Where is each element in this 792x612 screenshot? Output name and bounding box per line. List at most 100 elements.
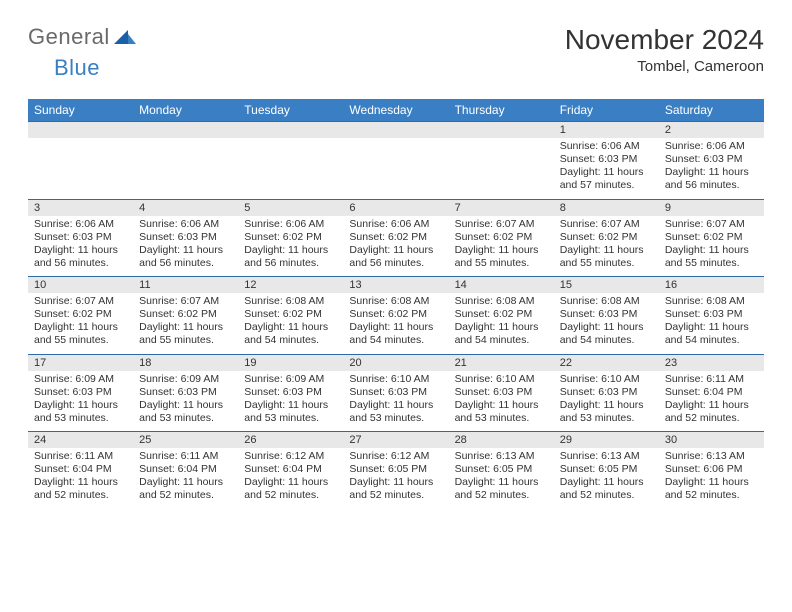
- day-number: 9: [659, 200, 764, 216]
- title-block: November 2024 Tombel, Cameroon: [565, 24, 764, 75]
- calendar-row: 24Sunrise: 6:11 AMSunset: 6:04 PMDayligh…: [28, 432, 764, 509]
- day-number: 8: [554, 200, 659, 216]
- day-content: Sunrise: 6:09 AMSunset: 6:03 PMDaylight:…: [133, 371, 238, 432]
- day-number: 18: [133, 355, 238, 371]
- day-content: Sunrise: 6:13 AMSunset: 6:06 PMDaylight:…: [659, 448, 764, 509]
- calendar-cell: 24Sunrise: 6:11 AMSunset: 6:04 PMDayligh…: [28, 432, 133, 509]
- day-content: Sunrise: 6:11 AMSunset: 6:04 PMDaylight:…: [133, 448, 238, 509]
- day-number: 5: [238, 200, 343, 216]
- day-content: Sunrise: 6:06 AMSunset: 6:02 PMDaylight:…: [238, 216, 343, 277]
- calendar-cell: 30Sunrise: 6:13 AMSunset: 6:06 PMDayligh…: [659, 432, 764, 509]
- day-number: 14: [449, 277, 554, 293]
- day-number: 30: [659, 432, 764, 448]
- calendar-cell: 13Sunrise: 6:08 AMSunset: 6:02 PMDayligh…: [343, 277, 448, 355]
- calendar-cell: 5Sunrise: 6:06 AMSunset: 6:02 PMDaylight…: [238, 199, 343, 277]
- calendar-cell: 22Sunrise: 6:10 AMSunset: 6:03 PMDayligh…: [554, 354, 659, 432]
- day-content: Sunrise: 6:06 AMSunset: 6:03 PMDaylight:…: [554, 138, 659, 199]
- calendar-cell: 9Sunrise: 6:07 AMSunset: 6:02 PMDaylight…: [659, 199, 764, 277]
- weekday-header: Sunday: [28, 99, 133, 122]
- calendar-cell: [343, 122, 448, 200]
- day-content: Sunrise: 6:13 AMSunset: 6:05 PMDaylight:…: [554, 448, 659, 509]
- day-content: Sunrise: 6:07 AMSunset: 6:02 PMDaylight:…: [554, 216, 659, 277]
- calendar-row: 1Sunrise: 6:06 AMSunset: 6:03 PMDaylight…: [28, 122, 764, 200]
- day-number: 29: [554, 432, 659, 448]
- day-number: 13: [343, 277, 448, 293]
- day-content: Sunrise: 6:08 AMSunset: 6:02 PMDaylight:…: [238, 293, 343, 354]
- weekday-header: Wednesday: [343, 99, 448, 122]
- calendar-page: General November 2024 Tombel, Cameroon B…: [0, 0, 792, 529]
- calendar-cell: 29Sunrise: 6:13 AMSunset: 6:05 PMDayligh…: [554, 432, 659, 509]
- day-number: 21: [449, 355, 554, 371]
- day-content: Sunrise: 6:11 AMSunset: 6:04 PMDaylight:…: [659, 371, 764, 432]
- day-number: 3: [28, 200, 133, 216]
- calendar-cell: 21Sunrise: 6:10 AMSunset: 6:03 PMDayligh…: [449, 354, 554, 432]
- calendar-cell: 6Sunrise: 6:06 AMSunset: 6:02 PMDaylight…: [343, 199, 448, 277]
- day-number: 25: [133, 432, 238, 448]
- day-number: 28: [449, 432, 554, 448]
- day-number: 16: [659, 277, 764, 293]
- calendar-row: 3Sunrise: 6:06 AMSunset: 6:03 PMDaylight…: [28, 199, 764, 277]
- day-number: 26: [238, 432, 343, 448]
- calendar-table: Sunday Monday Tuesday Wednesday Thursday…: [28, 99, 764, 509]
- logo-triangle-icon: [114, 24, 136, 50]
- logo: General: [28, 24, 136, 50]
- day-content: Sunrise: 6:06 AMSunset: 6:03 PMDaylight:…: [659, 138, 764, 199]
- calendar-cell: 15Sunrise: 6:08 AMSunset: 6:03 PMDayligh…: [554, 277, 659, 355]
- calendar-cell: [133, 122, 238, 200]
- weekday-header: Friday: [554, 99, 659, 122]
- day-number: 1: [554, 122, 659, 138]
- calendar-cell: [28, 122, 133, 200]
- day-number: 19: [238, 355, 343, 371]
- calendar-cell: 27Sunrise: 6:12 AMSunset: 6:05 PMDayligh…: [343, 432, 448, 509]
- day-number: 10: [28, 277, 133, 293]
- calendar-row: 10Sunrise: 6:07 AMSunset: 6:02 PMDayligh…: [28, 277, 764, 355]
- calendar-cell: 8Sunrise: 6:07 AMSunset: 6:02 PMDaylight…: [554, 199, 659, 277]
- day-number: 22: [554, 355, 659, 371]
- day-number: 12: [238, 277, 343, 293]
- day-number: 11: [133, 277, 238, 293]
- day-content: Sunrise: 6:08 AMSunset: 6:02 PMDaylight:…: [449, 293, 554, 354]
- calendar-body: 1Sunrise: 6:06 AMSunset: 6:03 PMDaylight…: [28, 122, 764, 509]
- day-number: 6: [343, 200, 448, 216]
- day-content: Sunrise: 6:10 AMSunset: 6:03 PMDaylight:…: [449, 371, 554, 432]
- day-number: 15: [554, 277, 659, 293]
- day-content: Sunrise: 6:10 AMSunset: 6:03 PMDaylight:…: [343, 371, 448, 432]
- location: Tombel, Cameroon: [565, 58, 764, 75]
- calendar-cell: 4Sunrise: 6:06 AMSunset: 6:03 PMDaylight…: [133, 199, 238, 277]
- day-number: 24: [28, 432, 133, 448]
- day-content: Sunrise: 6:09 AMSunset: 6:03 PMDaylight:…: [28, 371, 133, 432]
- day-number: 17: [28, 355, 133, 371]
- calendar-cell: 3Sunrise: 6:06 AMSunset: 6:03 PMDaylight…: [28, 199, 133, 277]
- day-content: Sunrise: 6:12 AMSunset: 6:05 PMDaylight:…: [343, 448, 448, 509]
- calendar-cell: [449, 122, 554, 200]
- weekday-header: Monday: [133, 99, 238, 122]
- calendar-cell: 26Sunrise: 6:12 AMSunset: 6:04 PMDayligh…: [238, 432, 343, 509]
- day-content: Sunrise: 6:06 AMSunset: 6:02 PMDaylight:…: [343, 216, 448, 277]
- calendar-cell: 17Sunrise: 6:09 AMSunset: 6:03 PMDayligh…: [28, 354, 133, 432]
- calendar-cell: 1Sunrise: 6:06 AMSunset: 6:03 PMDaylight…: [554, 122, 659, 200]
- day-content: Sunrise: 6:08 AMSunset: 6:02 PMDaylight:…: [343, 293, 448, 354]
- weekday-header: Tuesday: [238, 99, 343, 122]
- calendar-cell: 12Sunrise: 6:08 AMSunset: 6:02 PMDayligh…: [238, 277, 343, 355]
- day-content: Sunrise: 6:11 AMSunset: 6:04 PMDaylight:…: [28, 448, 133, 509]
- logo-text-general: General: [28, 24, 110, 50]
- weekday-header: Thursday: [449, 99, 554, 122]
- calendar-row: 17Sunrise: 6:09 AMSunset: 6:03 PMDayligh…: [28, 354, 764, 432]
- day-content: Sunrise: 6:08 AMSunset: 6:03 PMDaylight:…: [554, 293, 659, 354]
- day-content: Sunrise: 6:09 AMSunset: 6:03 PMDaylight:…: [238, 371, 343, 432]
- calendar-cell: 14Sunrise: 6:08 AMSunset: 6:02 PMDayligh…: [449, 277, 554, 355]
- calendar-cell: 2Sunrise: 6:06 AMSunset: 6:03 PMDaylight…: [659, 122, 764, 200]
- calendar-cell: 7Sunrise: 6:07 AMSunset: 6:02 PMDaylight…: [449, 199, 554, 277]
- day-content: Sunrise: 6:07 AMSunset: 6:02 PMDaylight:…: [449, 216, 554, 277]
- calendar-cell: [238, 122, 343, 200]
- calendar-cell: 28Sunrise: 6:13 AMSunset: 6:05 PMDayligh…: [449, 432, 554, 509]
- day-content: Sunrise: 6:06 AMSunset: 6:03 PMDaylight:…: [133, 216, 238, 277]
- day-number: 4: [133, 200, 238, 216]
- day-number: 20: [343, 355, 448, 371]
- day-content: Sunrise: 6:07 AMSunset: 6:02 PMDaylight:…: [659, 216, 764, 277]
- day-number: 23: [659, 355, 764, 371]
- calendar-cell: 20Sunrise: 6:10 AMSunset: 6:03 PMDayligh…: [343, 354, 448, 432]
- day-content: Sunrise: 6:10 AMSunset: 6:03 PMDaylight:…: [554, 371, 659, 432]
- day-number: 2: [659, 122, 764, 138]
- calendar-cell: 18Sunrise: 6:09 AMSunset: 6:03 PMDayligh…: [133, 354, 238, 432]
